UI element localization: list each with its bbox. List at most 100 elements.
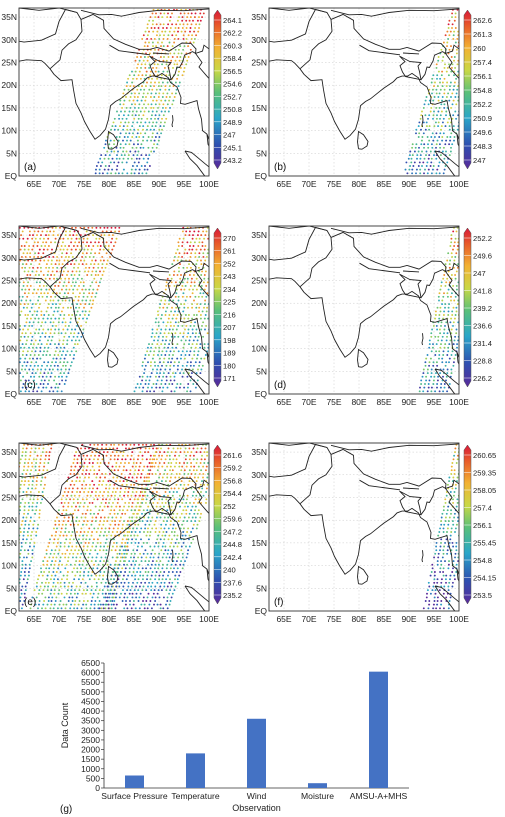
y-tick-label: 0 [95, 783, 100, 793]
lon-tick-label: 90E [151, 397, 166, 407]
lon-tick-label: 85E [376, 614, 391, 624]
colorbar-label: 247 [223, 131, 236, 140]
lat-tick-label: 5N [6, 583, 17, 593]
lat-tick-label: 10N [251, 344, 267, 354]
lon-tick-label: 95E [426, 179, 441, 189]
lon-tick-label: 65E [26, 179, 41, 189]
lon-tick-label: 100E [199, 179, 219, 189]
lat-tick-label: 20N [1, 80, 17, 90]
colorbar: 260.65 259.35 258.05 257.4 256.1 255.45 254.8 2… [463, 444, 496, 605]
colorbar-label: 216 [223, 310, 236, 319]
coastline [269, 8, 459, 176]
colorbar-label: 258.05 [473, 486, 496, 495]
colorbar-label: 252 [223, 502, 236, 511]
colorbar-label: 253.5 [473, 591, 492, 600]
lat-tick-label: EQ [5, 171, 18, 181]
colorbar-label: 260.3 [223, 41, 242, 50]
y-tick-label: 4500 [81, 696, 100, 706]
lon-tick-label: 100E [449, 179, 469, 189]
colorbar-label: 236.6 [473, 322, 492, 331]
colorbar-label: 262.6 [473, 16, 492, 25]
panel-tag: (b) [274, 162, 286, 173]
colorbar: 270 261 252 243 234 225 216 207 198 189 180 171 [213, 227, 236, 388]
lat-tick-label: 15N [1, 321, 17, 331]
colorbar-label: 260 [473, 44, 486, 53]
lat-tick-label: 20N [1, 515, 17, 525]
bar [247, 718, 266, 788]
lon-tick-label: 85E [126, 397, 141, 407]
lon-tick-label: 85E [376, 397, 391, 407]
lon-tick-label: 65E [276, 179, 291, 189]
colorbar-label: 257.4 [473, 58, 492, 67]
lon-tick-label: 75E [326, 614, 341, 624]
lat-tick-label: 35N [1, 230, 17, 240]
x-tick-label: Temperature [171, 791, 219, 801]
x-tick-label: Surface Pressure [101, 791, 168, 801]
colorbar-label: 242.4 [223, 553, 242, 562]
colorbar-label: 189 [223, 349, 236, 358]
lat-tick-label: EQ [5, 606, 18, 616]
colorbar-label: 249.6 [473, 128, 492, 137]
colorbar-label: 254.4 [223, 489, 242, 498]
map-frame [18, 442, 210, 612]
y-tick-label: 3000 [81, 725, 100, 735]
y-tick-label: 500 [86, 773, 100, 783]
lat-tick-label: 15N [1, 538, 17, 548]
lon-tick-label: 90E [401, 179, 416, 189]
map-grid [269, 443, 459, 611]
lat-tick-label: 30N [251, 470, 267, 480]
map-panel: 35N 30N 25N 20N 15N 10N 5N EQ 65E 70E 75E 80E 85E 90E… [1, 442, 242, 624]
coastline [19, 8, 209, 176]
lon-tick-label: 100E [449, 397, 469, 407]
y-tick-label: 3500 [81, 716, 100, 726]
x-tick-label: AMSU-A+MHS [350, 791, 408, 801]
lon-tick-label: 75E [76, 614, 91, 624]
lon-tick-label: 95E [176, 614, 191, 624]
lon-tick-label: 65E [276, 397, 291, 407]
colorbar-label: 234 [223, 285, 236, 294]
map-grid [19, 226, 209, 394]
colorbar-label: 231.4 [473, 339, 492, 348]
map-grid [269, 226, 459, 394]
lat-tick-label: 30N [1, 253, 17, 263]
lat-tick-label: 20N [251, 298, 267, 308]
map-frame [268, 225, 460, 395]
colorbar-label: 261.3 [473, 30, 492, 39]
lat-tick-label: 25N [251, 275, 267, 285]
coastline [269, 226, 459, 394]
lat-tick-label: 5N [256, 366, 267, 376]
lat-tick-label: 5N [256, 583, 267, 593]
lon-tick-label: 85E [126, 179, 141, 189]
colorbar-label: 252.7 [223, 92, 242, 101]
lat-tick-label: 30N [251, 35, 267, 45]
observation-swath [418, 226, 459, 394]
y-tick-label: 4000 [81, 706, 100, 716]
lon-tick-label: 80E [101, 397, 116, 407]
map-grid [19, 8, 209, 176]
colorbar-label: 248.9 [223, 118, 242, 127]
lon-tick-label: 100E [199, 397, 219, 407]
colorbar-label: 259.35 [473, 469, 496, 478]
observation-swath [93, 8, 205, 176]
bar [125, 775, 144, 788]
lon-tick-label: 65E [26, 614, 41, 624]
lon-tick-label: 65E [26, 397, 41, 407]
colorbar-label: 264.1 [223, 16, 242, 25]
lon-tick-label: 90E [401, 614, 416, 624]
lon-tick-label: 70E [51, 614, 66, 624]
lon-tick-label: 85E [376, 179, 391, 189]
observation-swath [19, 226, 209, 394]
colorbar-label: 244.8 [223, 540, 242, 549]
lon-tick-label: 90E [151, 179, 166, 189]
lon-tick-label: 80E [101, 614, 116, 624]
panel-tag: (d) [274, 380, 286, 391]
lon-tick-label: 95E [176, 179, 191, 189]
coastline [19, 443, 209, 611]
colorbar: 261.6 259.2 256.8 254.4 252 259.6 247.2 244.8 24… [213, 444, 242, 605]
y-tick-label: 2500 [81, 735, 100, 745]
lat-tick-label: 30N [251, 253, 267, 263]
lat-tick-label: 15N [1, 103, 17, 113]
map-panel: 35N 30N 25N 20N 15N 10N 5N EQ 65E 70E 75E 80E 85E 90E… [251, 442, 496, 624]
colorbar-label: 250.8 [223, 105, 242, 114]
